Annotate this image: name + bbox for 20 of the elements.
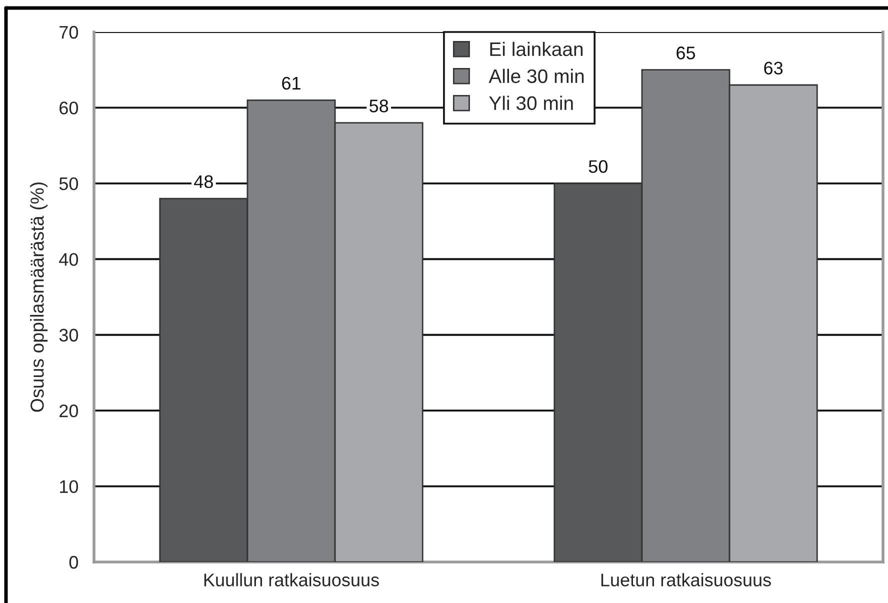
data-label: 61 [282,76,300,90]
x-tick-label: Kuullun ratkaisuosuus [204,573,379,586]
legend-label: Ei lainkaan [490,42,583,56]
y-tick-label: 0 [69,556,78,569]
data-label: 58 [370,100,388,112]
legend-label: Alle 30 min [488,68,584,84]
y-axis-title: Osuus oppilasmäärästä (%) [30,182,48,412]
y-tick-label: 40 [59,253,78,266]
y-tick-label: 20 [60,404,78,418]
y-tick-label: 30 [59,328,78,342]
data-label: 48 [194,175,213,188]
y-tick-label: 50 [59,177,78,190]
y-tick-label: 70 [60,26,78,39]
y-tick-label: 60 [60,102,78,114]
data-label: 50 [588,160,608,173]
y-tick-label: 10 [60,480,78,494]
data-label: 65 [676,46,696,60]
data-label: 63 [764,62,783,74]
legend-label: Yli 30 min [489,96,573,110]
x-tick-label: Luetun ratkaisuosuus [601,573,771,586]
